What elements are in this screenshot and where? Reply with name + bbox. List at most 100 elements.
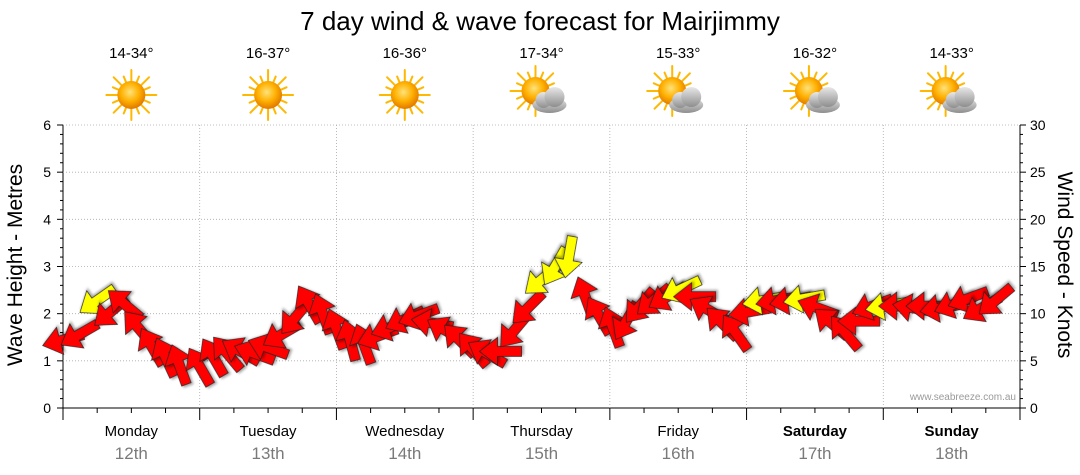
partly-cloudy-icon: [919, 65, 977, 117]
sun-ray: [516, 95, 524, 100]
wind-arrow: [512, 289, 547, 324]
wind-arrow: [584, 296, 615, 337]
date-label-sunday: 18th: [935, 444, 968, 463]
sun-ray: [140, 103, 151, 114]
right-tick-label: 30: [1030, 117, 1046, 133]
wind-arrow: [673, 281, 716, 312]
sun-ray: [926, 72, 937, 83]
cloud-puff: [681, 87, 702, 107]
sun-icon: [105, 69, 158, 121]
sun-ray: [272, 75, 277, 84]
sun-ray: [248, 86, 257, 91]
sun-ray: [926, 82, 934, 87]
left-y-axis: 0 1 2 3 4 5 6: [43, 117, 63, 416]
sun-ray: [409, 75, 414, 84]
date-label-wednesday: 14th: [388, 444, 421, 463]
sun-ray: [936, 102, 942, 111]
sun-ray: [396, 75, 401, 84]
sun-ray: [122, 75, 127, 84]
day-label-sunday: Sunday: [925, 423, 980, 440]
sun-rays: [242, 69, 295, 121]
wind-arrow: [553, 235, 583, 279]
sun-ray: [516, 82, 524, 87]
sun-ray: [516, 99, 527, 110]
sun-ray: [957, 82, 966, 87]
sun-ray: [396, 106, 401, 115]
cloud-puff: [544, 87, 565, 107]
right-tick-label: 20: [1030, 211, 1046, 227]
sun-ray: [272, 106, 277, 115]
cloud: [532, 87, 567, 113]
left-tick-label: 4: [43, 211, 51, 227]
sun-ray: [112, 103, 123, 114]
sun-ray: [684, 82, 692, 87]
temperature-tuesday: 16-37°: [246, 45, 290, 62]
sun-ray: [135, 106, 141, 115]
day-label-wednesday: Wednesday: [365, 423, 444, 440]
sun-ray: [413, 76, 424, 87]
x-axis: Monday 12th Tuesday 13th Wednesday 14th Thursd…: [62, 408, 1021, 463]
sun-ray: [663, 71, 668, 80]
right-axis-label: Wind Speed - Knots: [1053, 172, 1076, 359]
sun-ray: [817, 72, 828, 83]
partly-cloudy-icon: [782, 65, 840, 117]
sun-ray: [653, 72, 664, 83]
sun-ray: [820, 82, 829, 87]
day-label-tuesday: Tuesday: [240, 423, 297, 440]
temperature-friday: 15-33°: [656, 45, 700, 62]
cloud: [669, 87, 704, 113]
sun-rays: [105, 69, 158, 121]
day-label-friday: Friday: [657, 423, 699, 440]
sun-ray: [385, 86, 393, 91]
day-label-monday: Monday: [105, 423, 159, 440]
sun-ray: [652, 82, 661, 87]
sun-ray: [790, 99, 801, 110]
left-tick-label: 0: [43, 400, 51, 416]
temperature-sunday: 14-33°: [929, 45, 973, 62]
cloud: [805, 87, 840, 113]
sun-ray: [143, 99, 151, 104]
left-tick-label: 2: [43, 306, 51, 322]
sun-ray: [813, 71, 818, 80]
wind-arrows: [42, 235, 1016, 388]
right-tick-label: 5: [1030, 353, 1038, 369]
sun-ray: [280, 86, 288, 91]
sun-ray: [526, 71, 532, 80]
grid-lines: [63, 124, 1020, 408]
watermark: www.seabreeze.com.au: [909, 392, 1016, 403]
sun-ray: [259, 106, 264, 115]
sun-ray: [926, 99, 937, 110]
sun-ray: [276, 103, 287, 114]
sun-ray: [547, 82, 555, 87]
weather-row: 14-34° 16-37° 16-36° 17-34° 15-33° 16-32° 14-3…: [105, 45, 977, 121]
wind-arrow: [478, 336, 522, 367]
wind-arrow: [137, 328, 168, 368]
sun-ray: [789, 82, 797, 87]
partly-cloudy-icon: [646, 65, 704, 117]
sun-ray: [789, 95, 797, 100]
sun-ray: [936, 71, 942, 80]
sun-ray: [526, 102, 532, 111]
sun-icon: [242, 69, 295, 121]
sun-ray: [790, 72, 801, 83]
sun-ray: [249, 76, 260, 87]
right-y-axis: 0 5 10 15 20 25 30: [1020, 117, 1046, 416]
left-tick-label: 1: [43, 353, 51, 369]
sun-ray: [135, 75, 141, 84]
sun-disc: [254, 81, 283, 109]
sun-ray: [140, 76, 151, 87]
cloud-puff: [817, 87, 838, 107]
sun-ray: [676, 71, 681, 80]
sun-disc: [117, 81, 146, 109]
sun-ray: [416, 86, 425, 91]
sun-ray: [112, 76, 123, 87]
sun-ray: [681, 72, 691, 83]
sun-ray: [280, 99, 288, 104]
date-label-tuesday: 13th: [252, 444, 285, 463]
wind-arrow: [978, 282, 1016, 315]
sun-ray: [122, 106, 127, 115]
right-tick-label: 0: [1030, 400, 1038, 416]
sun-ray: [653, 99, 664, 110]
sun-ray: [385, 99, 393, 104]
